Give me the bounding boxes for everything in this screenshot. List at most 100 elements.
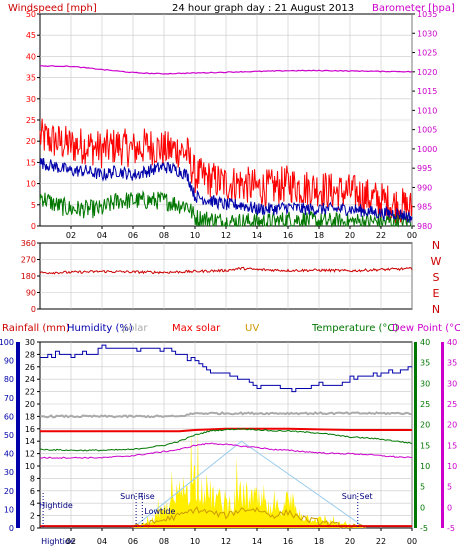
wind-left-tick-label: 45 [26,31,36,40]
wind-left-tick-label: 40 [26,52,36,61]
barometer-tick-label: 985 [417,203,432,212]
dewpoint-tick-label: 40 [447,338,457,347]
barometer-tick-label: 1020 [417,68,437,77]
rain-tick-label: 14 [25,437,35,446]
wind-low-line [39,190,412,228]
annotation-label: Hightide [39,501,73,510]
humidity-tick-label: 10 [4,505,14,514]
wind-x-tick-label: 12 [221,231,231,240]
rain-x-tick-label: Hightide [41,537,75,546]
rain-humidity-panel: Rainfall (mm) Humidity (%) polar Max sol… [0,323,460,546]
temperature-ticks: -5 -5 0 0 5 5 10 10 15 15 20 20 25 25 30 30 35 35 40 40 [420,338,457,533]
wind-x-tick-label: 02 [66,231,76,240]
wind-x-tick-label: 08 [159,231,169,240]
rain-x-tick-label: 20 [345,537,355,546]
rain-tick-label: 22 [25,388,35,397]
direction-grid [37,242,413,310]
wind-x-tick-label: 10 [190,231,200,240]
wind-left-tick-label: 25 [26,116,36,125]
rain-tick-label: 0 [30,524,35,533]
max-solar-line [40,427,412,433]
humidity-ticks: 0 10 20 30 40 50 60 70 80 90 100 [0,338,14,533]
windspeed-label: Windspeed [mph] [8,3,97,14]
humidity-tick-label: 20 [4,487,14,496]
wind-x-tick-label: 20 [345,231,355,240]
rain-x-tick-label: 12 [221,537,231,546]
header-temperature: Temperature (°C) [311,323,398,334]
direction-tick-label: 270 [21,256,36,265]
barometer-tick-label: 1030 [417,29,437,38]
rain-tick-label: 20 [25,400,35,409]
wind-grid [37,13,415,229]
wind-gust-line [39,118,413,224]
rain-tick-label: 10 [25,462,35,471]
barometer-line [39,65,413,75]
wind-series [39,65,413,228]
barometer-tick-label: 990 [417,183,432,192]
barometer-tick-label: 980 [417,222,432,231]
wind-x-tick-label: 16 [283,231,293,240]
wind-left-tick-label: 20 [26,137,36,146]
humidity-axis-bar [16,342,20,528]
header-rainfall: Rainfall (mm) [2,323,70,334]
dewpoint-line [39,442,413,459]
rain-x-tick-label: 04 [97,537,107,546]
temperature-axis-bar [414,342,417,528]
wind-left-tick-label: 10 [26,180,36,189]
header-dew-point: Dew Point (°C) [392,323,460,334]
direction-tick-label: 90 [26,289,36,298]
rain-series [39,344,413,529]
humidity-tick-label: 0 [9,524,14,533]
rain-x-tick-label: 10 [190,537,200,546]
dewpoint-tick-label: -5 [447,524,455,533]
annotation-label: Sun Rise [120,492,155,501]
compass-label: N [432,303,440,316]
dewpoint-tick-label: 35 [447,359,457,368]
humidity-tick-label: 30 [4,468,14,477]
wind-x-ticks: 02 04 06 08 10 12 14 16 18 20 22 00 [66,231,417,240]
barometer-tick-label: 1010 [417,106,437,115]
rain-tick-label: 8 [30,474,35,483]
page-title: 24 hour graph day : 21 August 2013 [172,3,354,14]
rain-tick-label: 4 [30,499,35,508]
polar-line [39,411,413,419]
header-uv: UV [245,323,259,334]
barometer-tick-label: 995 [417,164,432,173]
humidity-tick-label: 90 [4,357,14,366]
rain-x-tick-label: 22 [376,537,386,546]
annotation-label: Lowtide [144,507,175,516]
dewpoint-tick-label: 15 [447,441,457,450]
wind-left-tick-label: 15 [26,158,36,167]
rain-tick-label: 16 [25,425,35,434]
rain-x-tick-label: 16 [283,537,293,546]
barometer-right-ticks: 980 985 990 995 1000 1005 1010 1015 1020 1025 1030… [417,10,437,231]
direction-line [39,266,413,275]
humidity-tick-label: 70 [4,394,14,403]
barometer-label: Barometer [hpa] [372,3,455,14]
wind-left-tick-label: 30 [26,95,36,104]
humidity-tick-label: 100 [0,338,14,347]
dewpoint-tick-label: 30 [447,379,457,388]
direction-tick-label: 360 [21,239,36,248]
humidity-tick-label: 80 [4,375,14,384]
rain-x-tick-label: 14 [252,537,262,546]
header-polar: polar [122,323,148,334]
compass-label: W [431,255,442,268]
temperature-tick-label: -5 [420,524,428,533]
max-solar-envelope [132,440,366,529]
temperature-tick-label: 35 [420,359,430,368]
header-max-solar: Max solar [172,323,221,334]
humidity-line [40,344,412,393]
direction-tick-label: 0 [31,305,36,314]
direction-series [39,266,413,275]
rain-x-tick-label: 06 [128,537,138,546]
rain-tick-label: 24 [25,375,35,384]
barometer-tick-label: 1025 [417,49,437,58]
rain-tick-label: 30 [25,338,35,347]
wind-x-tick-label: 14 [252,231,262,240]
barometer-tick-label: 1015 [417,87,437,96]
